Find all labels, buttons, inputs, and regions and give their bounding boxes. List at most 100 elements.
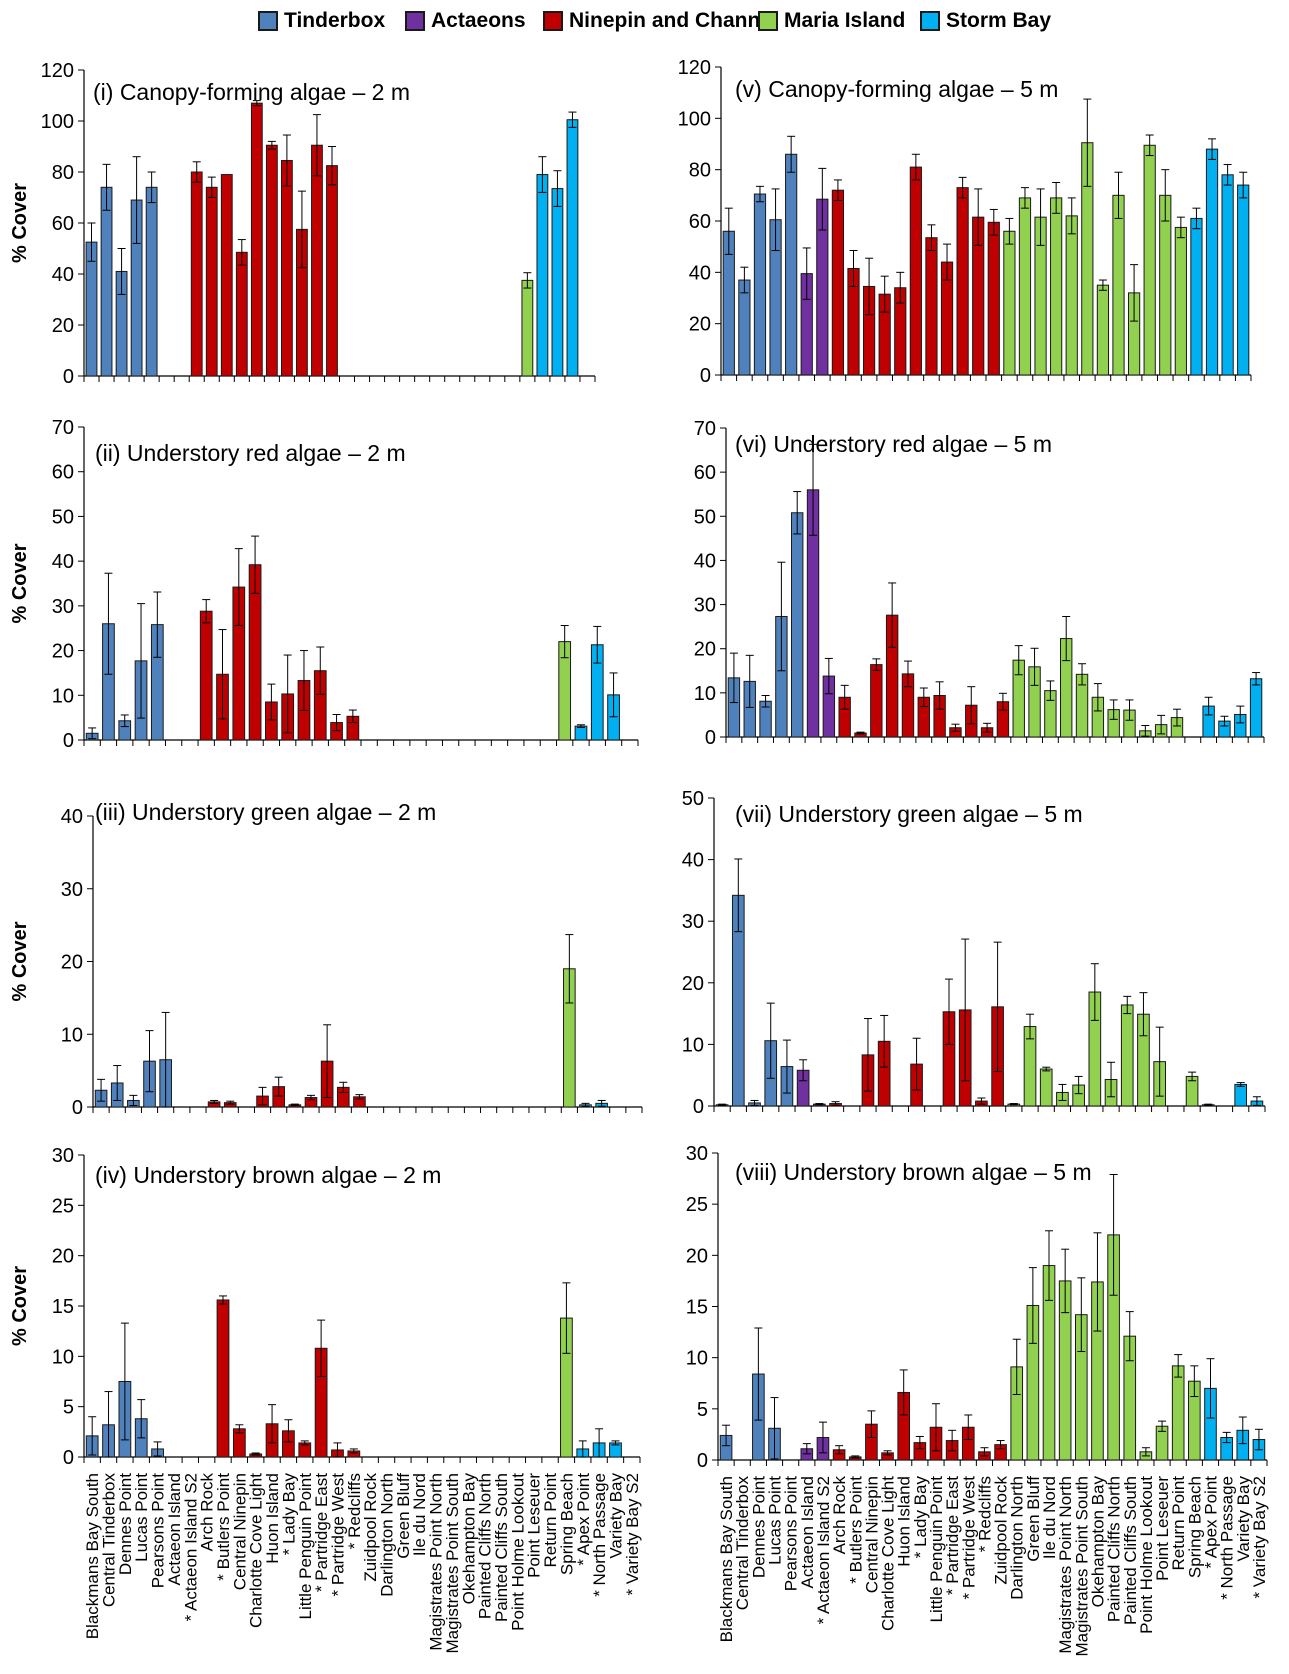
legend-item: Tinderbox xyxy=(258,8,385,34)
bar xyxy=(216,1299,230,1458)
y-tick-label: 0 xyxy=(693,1096,704,1118)
bar xyxy=(1205,148,1219,376)
chart-panel: 0 20 40 60 80 100 120 (i) Canopy-forming algae … xyxy=(9,60,596,388)
x-tick-label: * Butlers Point xyxy=(214,1473,233,1581)
y-tick-label: 70 xyxy=(52,417,74,439)
y-tick-label: 20 xyxy=(52,1246,74,1268)
chart-title: (vii) Understory green algae – 5 m xyxy=(735,801,1083,827)
y-tick-label: 20 xyxy=(52,641,74,663)
x-tick-label: * Redcliffs xyxy=(345,1473,364,1549)
x-tick-label: Darlington North xyxy=(378,1473,397,1597)
chart-panel: 0 10 20 30 40 (iii) Understory green algae – … xyxy=(9,799,643,1119)
legend-label: Maria Island xyxy=(784,9,906,32)
x-tick-label: * Butlers Point xyxy=(846,1476,865,1584)
bar xyxy=(1249,678,1263,738)
y-tick-label: 60 xyxy=(694,462,716,484)
x-tick-label: Lucas Point xyxy=(132,1473,151,1562)
bar xyxy=(1190,217,1203,376)
y-tick-label: 20 xyxy=(682,973,704,995)
chart-title: (ii) Understory red algae – 2 m xyxy=(95,440,406,466)
x-tick-label: Painted Cliffs South xyxy=(492,1473,511,1622)
y-tick-label: 100 xyxy=(41,111,74,133)
x-tick-label: Dennes Point xyxy=(749,1476,768,1578)
bar xyxy=(199,610,213,741)
bar xyxy=(145,186,158,377)
x-tick-label: Huon Island xyxy=(895,1476,914,1567)
y-tick-label: 30 xyxy=(686,1143,708,1165)
y-tick-label: 0 xyxy=(705,727,716,749)
bar xyxy=(909,166,922,376)
x-tick-label: Central Ninepin xyxy=(230,1473,249,1590)
x-tick-label: Charlotte Cove Light xyxy=(247,1473,266,1628)
x-tick-label: * Variety Bay S2 xyxy=(1250,1476,1269,1599)
bar xyxy=(956,187,969,376)
x-tick-label: Ile du Nord xyxy=(410,1473,429,1556)
bar xyxy=(551,188,564,377)
y-axis-label: % Cover xyxy=(9,921,31,1001)
y-axis-label: % Cover xyxy=(9,1266,31,1346)
chart-title: (v) Canopy-forming algae – 5 m xyxy=(735,76,1058,102)
y-tick-label: 50 xyxy=(694,506,716,528)
bar xyxy=(574,725,588,741)
y-axis-label: % Cover xyxy=(9,183,31,263)
x-tick-label: * Lady Bay xyxy=(911,1476,930,1559)
x-tick-label: Charlotte Cove Light xyxy=(879,1476,898,1631)
y-tick-label: 0 xyxy=(700,365,711,387)
bar xyxy=(785,153,798,376)
legend: Tinderbox Actaeons Ninepin and Channel Mari… xyxy=(0,0,1289,40)
x-tick-label: Painted Cliffs South xyxy=(1121,1476,1140,1625)
bar xyxy=(205,186,218,377)
y-tick-label: 40 xyxy=(682,850,704,872)
y-tick-label: 0 xyxy=(72,1097,83,1119)
x-tick-label: Blackmans Bay South xyxy=(717,1476,736,1642)
x-tick-label: * Lady Bay xyxy=(279,1473,298,1556)
y-tick-label: 30 xyxy=(61,879,83,901)
legend-swatch xyxy=(920,11,940,31)
bar xyxy=(1065,215,1078,376)
bar xyxy=(925,237,938,376)
y-tick-label: 80 xyxy=(689,160,711,182)
bar xyxy=(85,241,98,377)
bar xyxy=(1096,284,1110,376)
x-tick-label: * Apex Point xyxy=(574,1473,593,1566)
chart-panel: 0 10 20 30 40 50 (vii) Understory green algae … xyxy=(682,788,1266,1118)
y-tick-label: 20 xyxy=(686,1245,708,1267)
x-tick-label: Okehampton Bay xyxy=(459,1473,478,1605)
x-tick-label: * Partridge West xyxy=(328,1473,347,1597)
x-tick-label: Blackmans Bay South xyxy=(83,1473,102,1639)
y-tick-label: 20 xyxy=(689,314,711,336)
legend-label: Tinderbox xyxy=(284,9,386,32)
y-tick-label: 40 xyxy=(61,806,83,828)
legend-item: Ninepin and Channel xyxy=(543,8,778,34)
bar xyxy=(190,171,203,377)
x-tick-label: * Partridge East xyxy=(943,1476,962,1595)
bar xyxy=(987,221,1000,376)
x-tick-label: * Redcliffs xyxy=(975,1476,994,1552)
legend-label: Ninepin and Channel xyxy=(569,9,778,32)
y-tick-label: 10 xyxy=(694,683,716,705)
chart-title: (i) Canopy-forming algae – 2 m xyxy=(93,79,410,105)
y-tick-label: 60 xyxy=(52,462,74,484)
bar xyxy=(1174,226,1187,376)
chart-panel: 0 10 20 30 40 50 60 70 (vi) Understory red algae… xyxy=(694,418,1265,749)
x-tick-label: Point Leseuer xyxy=(1153,1476,1172,1581)
bar xyxy=(265,144,278,377)
y-tick-label: 30 xyxy=(52,1145,74,1167)
y-tick-label: 0 xyxy=(63,366,74,388)
bar xyxy=(326,165,338,377)
bar xyxy=(1159,194,1172,376)
bar xyxy=(566,119,579,377)
y-tick-label: 40 xyxy=(694,550,716,572)
x-tick-label: Point Leseuer xyxy=(525,1473,544,1578)
x-tick-label: Spring Beach xyxy=(1185,1476,1204,1578)
x-tick-label: Spring Beach xyxy=(557,1473,576,1575)
y-tick-label: 5 xyxy=(697,1399,708,1421)
chart-panel: 0 10 20 30 40 50 60 70 (ii) Understory red algae… xyxy=(9,417,639,752)
y-tick-label: 10 xyxy=(52,1346,74,1368)
y-tick-label: 5 xyxy=(63,1397,74,1419)
x-tick-label: Arch Rock xyxy=(830,1476,849,1555)
y-tick-label: 10 xyxy=(682,1034,704,1056)
y-tick-label: 40 xyxy=(52,264,74,286)
y-tick-label: 10 xyxy=(686,1348,708,1370)
